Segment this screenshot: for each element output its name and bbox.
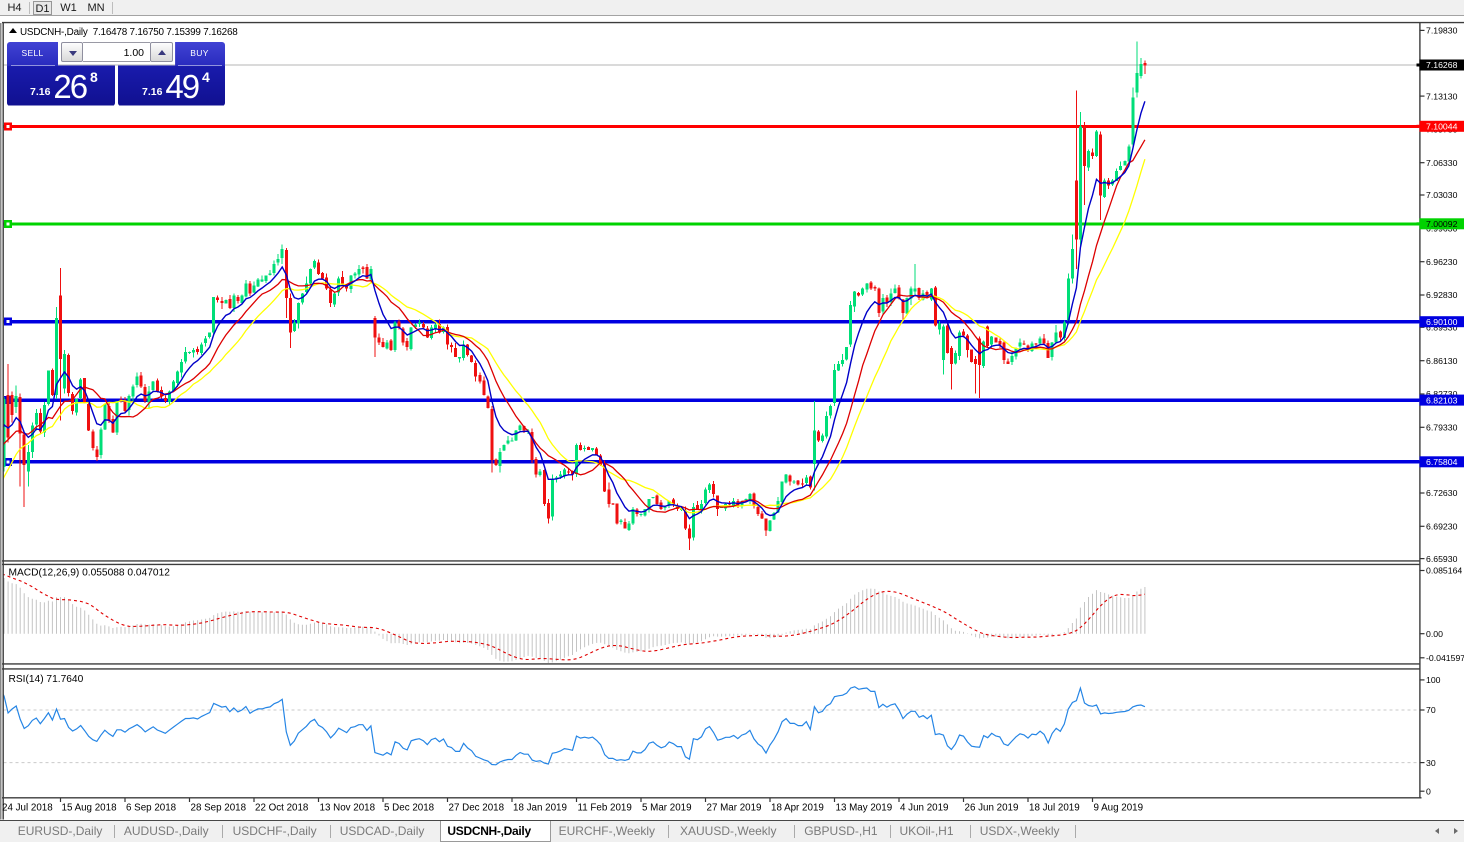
svg-text:6.89530: 6.89530 [1426,323,1458,333]
svg-text:6.65930: 6.65930 [1426,554,1458,564]
svg-text:27 Mar 2019: 27 Mar 2019 [707,803,762,814]
svg-text:5 Dec 2018: 5 Dec 2018 [384,803,435,814]
svg-text:6.72630: 6.72630 [1426,488,1458,498]
svg-text:30: 30 [1426,758,1436,768]
svg-text:6.90100: 6.90100 [1426,317,1458,327]
svg-text:7.13130: 7.13130 [1426,91,1458,101]
svg-text:6.82103: 6.82103 [1426,395,1458,405]
svg-text:6.79330: 6.79330 [1426,423,1458,433]
svg-text:9 Aug 2019: 9 Aug 2019 [1094,803,1144,814]
svg-text:18 Jan 2019: 18 Jan 2019 [513,803,567,814]
svg-text:6.86130: 6.86130 [1426,356,1458,366]
svg-text:6.82730: 6.82730 [1426,389,1458,399]
svg-text:-0.041597: -0.041597 [1426,653,1464,663]
svg-text:5 Mar 2019: 5 Mar 2019 [642,803,692,814]
svg-text:4 Jun 2019: 4 Jun 2019 [900,803,948,814]
svg-text:6.92830: 6.92830 [1426,290,1458,300]
svg-text:28 Sep 2018: 28 Sep 2018 [191,803,247,814]
svg-text:6.75804: 6.75804 [1426,457,1458,467]
svg-text:7.19830: 7.19830 [1426,26,1458,36]
svg-text:13 Nov 2018: 13 Nov 2018 [320,803,376,814]
svg-text:70: 70 [1426,705,1436,715]
svg-text:6.69230: 6.69230 [1426,522,1458,532]
svg-text:0.085164: 0.085164 [1426,566,1462,576]
svg-text:6 Sep 2018: 6 Sep 2018 [126,803,177,814]
svg-text:RSI(14) 71.7640: RSI(14) 71.7640 [9,674,84,685]
svg-text:18 Jul 2019: 18 Jul 2019 [1029,803,1080,814]
svg-text:0: 0 [1426,786,1431,796]
svg-text:13 May 2019: 13 May 2019 [836,803,893,814]
svg-text:MACD(12,26,9) 0.055088 0.04701: MACD(12,26,9) 0.055088 0.047012 [9,567,171,578]
svg-text:24 Jul 2018: 24 Jul 2018 [2,803,53,814]
svg-text:7.06330: 7.06330 [1426,158,1458,168]
svg-text:26 Jun 2019: 26 Jun 2019 [965,803,1019,814]
svg-text:100: 100 [1426,675,1441,685]
svg-text:18 Apr 2019: 18 Apr 2019 [771,803,824,814]
svg-text:7.03030: 7.03030 [1426,190,1458,200]
svg-text:27 Dec 2018: 27 Dec 2018 [449,803,505,814]
svg-text:7.16268: 7.16268 [1426,60,1458,70]
svg-text:7.00092: 7.00092 [1426,219,1458,229]
svg-text:22 Oct 2018: 22 Oct 2018 [255,803,309,814]
svg-text:0.00: 0.00 [1426,629,1443,639]
svg-text:6.96230: 6.96230 [1426,257,1458,267]
svg-text:15 Aug 2018: 15 Aug 2018 [62,803,118,814]
svg-text:7.10044: 7.10044 [1426,122,1458,132]
svg-text:11 Feb 2019: 11 Feb 2019 [578,803,632,814]
